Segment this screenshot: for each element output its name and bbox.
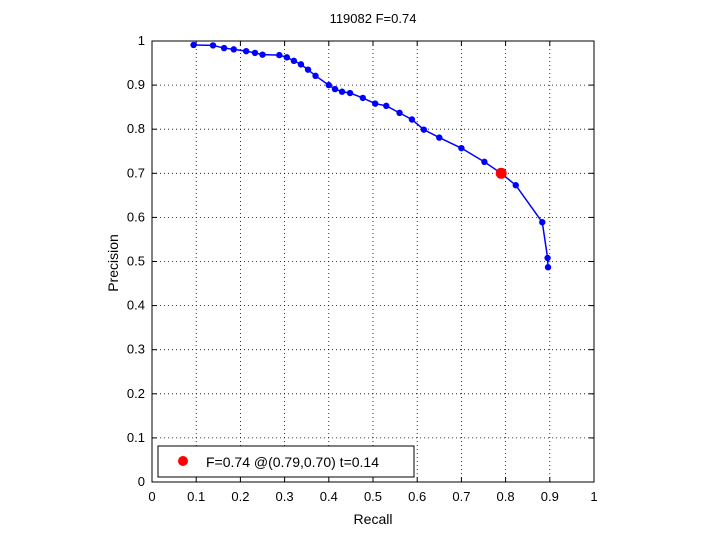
- data-point: [304, 66, 312, 73]
- y-tick-label: 0.8: [127, 121, 145, 136]
- data-point: [276, 51, 283, 59]
- data-point: [512, 182, 519, 189]
- y-tick-label: 0: [138, 474, 145, 489]
- y-tick-label: 0.4: [127, 298, 145, 313]
- x-tick-label: 0.8: [497, 489, 515, 504]
- data-point: [251, 49, 259, 57]
- y-tick-label: 0.2: [127, 386, 145, 401]
- legend-marker: [178, 456, 188, 466]
- data-point: [420, 126, 428, 133]
- data-point: [436, 134, 443, 141]
- y-tick-label: 0.3: [127, 342, 145, 357]
- data-point: [338, 88, 346, 95]
- data-point: [331, 85, 339, 93]
- y-axis-label: Precision: [105, 234, 121, 292]
- y-tick-label: 1: [138, 33, 145, 48]
- x-tick-label: 0.6: [408, 489, 426, 504]
- legend-box: [157, 445, 415, 478]
- legend: F=0.74 @(0.79,0.70) t=0.14: [157, 445, 415, 478]
- x-tick-label: 0.7: [452, 489, 470, 504]
- data-point: [372, 100, 379, 107]
- data-point: [325, 81, 332, 89]
- data-point: [290, 57, 298, 65]
- data-point: [396, 109, 403, 117]
- y-tick-label: 0.6: [127, 209, 145, 224]
- data-point: [190, 41, 197, 49]
- data-point: [544, 264, 552, 271]
- x-tick-label: 0.5: [364, 489, 382, 504]
- x-tick-label: 0.4: [320, 489, 338, 504]
- best-f-point: [495, 167, 507, 179]
- data-point: [383, 102, 390, 110]
- x-tick-label: 1: [590, 489, 597, 504]
- y-tick-label: 0.7: [127, 165, 145, 180]
- data-point: [259, 51, 266, 58]
- x-tick-label: 0.1: [187, 489, 205, 504]
- data-point: [242, 47, 250, 55]
- data-point: [209, 42, 217, 49]
- data-point: [283, 54, 291, 61]
- plot-frame: [151, 40, 595, 483]
- chart-title: 119082 F=0.74: [330, 11, 417, 26]
- data-point: [346, 89, 354, 97]
- x-tick-label: 0.2: [231, 489, 249, 504]
- x-tick-label: 0.9: [541, 489, 559, 504]
- data-point: [297, 61, 305, 68]
- axis-ticks: 0 0.1 0.2 0.3 0.4 0.5 0.6 0.7 0.8 0.9 1 0 0.1 0.2 0.3 0…: [127, 33, 598, 504]
- grid-lines: [152, 41, 594, 482]
- highlight-layer: [495, 167, 507, 179]
- x-tick-label: 0: [148, 489, 155, 504]
- y-tick-label: 0.1: [127, 430, 145, 445]
- data-point: [408, 116, 416, 123]
- x-tick-label: 0.3: [276, 489, 294, 504]
- y-tick-label: 0.5: [127, 254, 145, 269]
- legend-label: F=0.74 @(0.79,0.70) t=0.14: [206, 454, 379, 470]
- y-tick-label: 0.9: [127, 77, 145, 92]
- data-point: [539, 219, 546, 226]
- data-point: [359, 94, 367, 102]
- data-point: [220, 44, 228, 52]
- data-point: [458, 144, 465, 152]
- series-layer: [190, 41, 552, 271]
- data-point: [544, 254, 551, 262]
- data-point: [312, 72, 319, 80]
- data-point: [230, 46, 237, 53]
- data-point: [481, 158, 488, 166]
- x-axis-label: Recall: [354, 511, 393, 527]
